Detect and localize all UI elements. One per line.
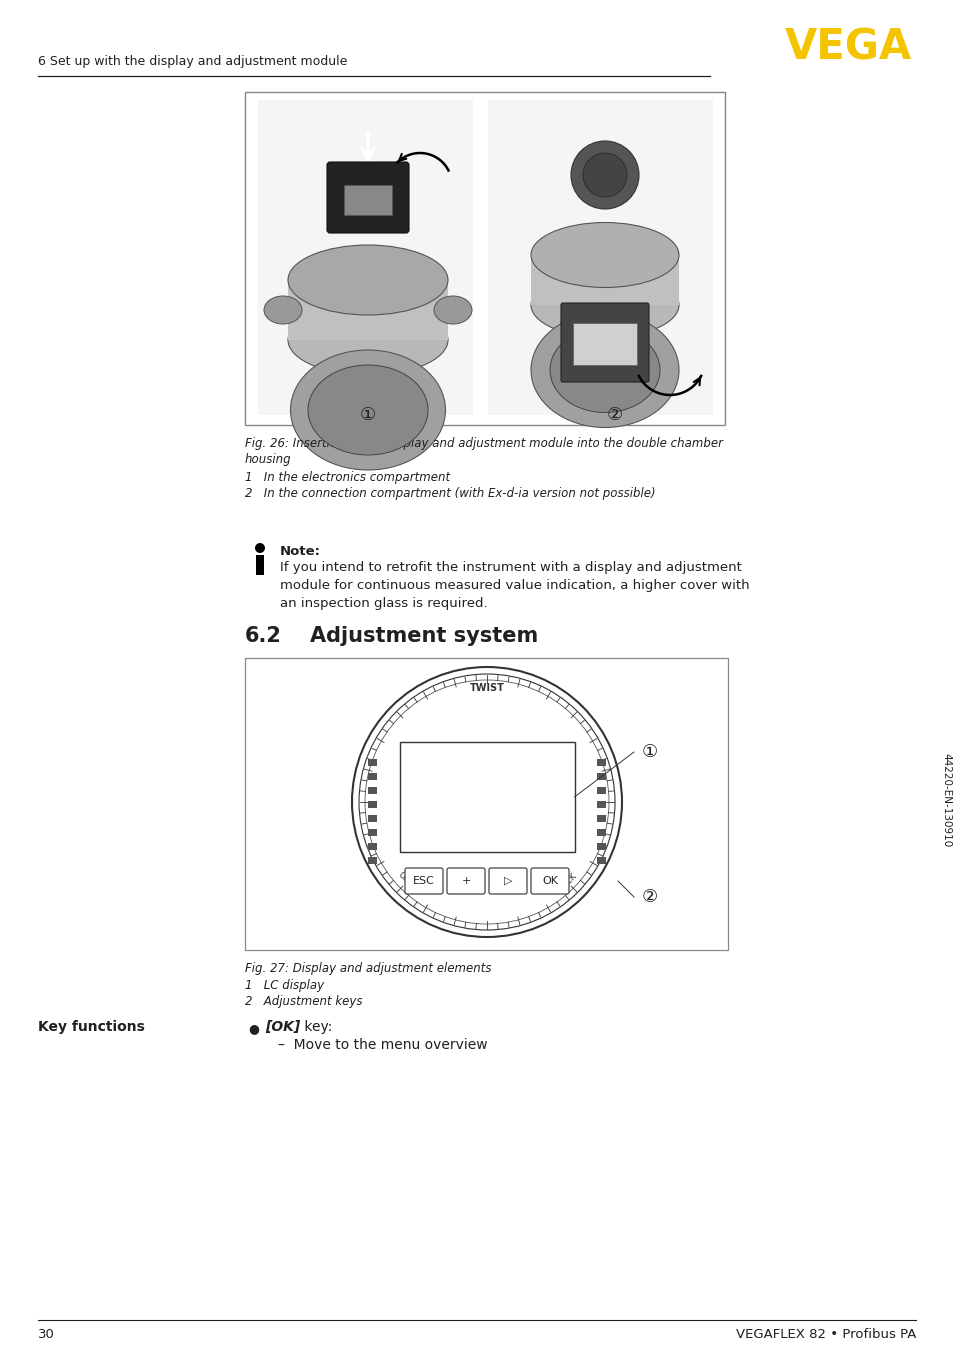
- Text: ①: ①: [641, 743, 658, 761]
- Text: 30: 30: [38, 1328, 55, 1342]
- Text: ▷: ▷: [503, 876, 512, 886]
- FancyBboxPatch shape: [327, 162, 409, 233]
- FancyBboxPatch shape: [531, 868, 568, 894]
- Text: VEGAFLEX 82 • Profibus PA: VEGAFLEX 82 • Profibus PA: [735, 1328, 915, 1342]
- Text: Key functions: Key functions: [38, 1020, 145, 1034]
- Bar: [255, 555, 264, 575]
- Text: TWIST: TWIST: [469, 682, 504, 693]
- Ellipse shape: [531, 222, 679, 287]
- Bar: [368, 773, 376, 780]
- Ellipse shape: [264, 297, 302, 324]
- Bar: [597, 787, 605, 793]
- Bar: [573, 324, 637, 366]
- Bar: [597, 844, 605, 850]
- FancyBboxPatch shape: [405, 868, 442, 894]
- Circle shape: [352, 668, 621, 937]
- Text: OPEN: OPEN: [395, 871, 418, 894]
- Ellipse shape: [288, 245, 448, 315]
- Circle shape: [358, 674, 615, 930]
- Bar: [597, 829, 605, 835]
- Text: 6 Set up with the display and adjustment module: 6 Set up with the display and adjustment…: [38, 56, 347, 69]
- Text: 1   In the electronics compartment: 1 In the electronics compartment: [245, 471, 450, 483]
- Bar: [344, 185, 392, 215]
- Text: Note:: Note:: [280, 546, 320, 558]
- Text: +: +: [461, 876, 470, 886]
- Bar: [597, 857, 605, 864]
- Text: OK: OK: [541, 876, 558, 886]
- Text: –  Move to the menu overview: – Move to the menu overview: [277, 1039, 487, 1052]
- Text: key:: key:: [299, 1020, 332, 1034]
- Text: 6.2: 6.2: [245, 626, 281, 646]
- Bar: [368, 760, 376, 766]
- Bar: [368, 857, 376, 864]
- FancyBboxPatch shape: [560, 303, 648, 382]
- Ellipse shape: [531, 272, 679, 337]
- Bar: [368, 844, 376, 850]
- Text: ESC: ESC: [413, 876, 435, 886]
- Bar: [288, 280, 448, 340]
- Text: housing: housing: [245, 454, 292, 466]
- Text: ②: ②: [641, 888, 658, 906]
- Ellipse shape: [550, 328, 659, 413]
- Bar: [245, 658, 727, 951]
- Text: 2   In the connection compartment (with Ex-d-ia version not possible): 2 In the connection compartment (with Ex…: [245, 487, 655, 500]
- Text: Fig. 26: Insertion of the display and adjustment module into the double chamber: Fig. 26: Insertion of the display and ad…: [245, 437, 722, 450]
- Bar: [597, 773, 605, 780]
- Text: 2   Adjustment keys: 2 Adjustment keys: [245, 995, 362, 1007]
- Bar: [257, 100, 473, 414]
- Text: VEGA: VEGA: [784, 27, 911, 69]
- Text: ●: ●: [248, 1022, 258, 1034]
- Text: ②: ②: [606, 406, 622, 424]
- Circle shape: [365, 680, 608, 923]
- Bar: [245, 92, 724, 425]
- Ellipse shape: [531, 313, 679, 428]
- Text: ①: ①: [359, 406, 375, 424]
- FancyBboxPatch shape: [489, 868, 526, 894]
- FancyBboxPatch shape: [447, 868, 484, 894]
- Ellipse shape: [291, 349, 445, 470]
- Text: [OK]: [OK]: [265, 1020, 300, 1034]
- Text: Fig. 27: Display and adjustment elements: Fig. 27: Display and adjustment elements: [245, 961, 491, 975]
- Bar: [597, 760, 605, 766]
- Ellipse shape: [288, 305, 448, 375]
- Bar: [488, 100, 712, 414]
- Bar: [368, 829, 376, 835]
- Bar: [368, 787, 376, 793]
- Bar: [597, 815, 605, 822]
- Circle shape: [582, 153, 626, 196]
- Bar: [368, 815, 376, 822]
- Circle shape: [254, 543, 265, 552]
- Bar: [531, 250, 679, 305]
- Text: 44220-EN-130910: 44220-EN-130910: [940, 753, 950, 848]
- Text: 1   LC display: 1 LC display: [245, 979, 324, 992]
- Bar: [368, 802, 376, 808]
- Ellipse shape: [434, 297, 472, 324]
- Circle shape: [571, 141, 639, 209]
- Ellipse shape: [308, 366, 428, 455]
- Text: LOCK: LOCK: [556, 871, 578, 894]
- Bar: [399, 742, 575, 852]
- Text: If you intend to retrofit the instrument with a display and adjustment
module fo: If you intend to retrofit the instrument…: [280, 561, 749, 611]
- Text: Adjustment system: Adjustment system: [310, 626, 537, 646]
- Bar: [597, 802, 605, 808]
